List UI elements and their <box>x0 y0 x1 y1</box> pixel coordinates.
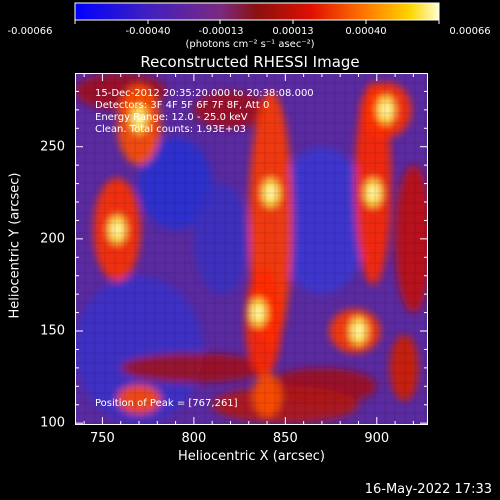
x-axis-label: Heliocentric X (arcsec) <box>178 449 325 464</box>
colorbar-tick-label: 0.00040 <box>345 26 387 37</box>
x-tick-label: 800 <box>181 431 207 446</box>
energy-range-label: Energy Range: 12.0 - 25.0 keV <box>95 112 248 123</box>
colorbar-tick-label: 0.00013 <box>272 26 314 37</box>
x-tick-label: 900 <box>364 431 390 446</box>
x-tick-label: 750 <box>90 431 115 446</box>
x-tick-label: 850 <box>272 431 298 446</box>
detectors-label: Detectors: 3F 4F 5F 6F 7F 8F, Att 0 <box>95 100 270 111</box>
observation-time: 15-Dec-2012 20:35:20.000 to 20:38:08.000 <box>95 88 314 99</box>
timestamp: 16-May-2022 17:33 <box>364 482 492 497</box>
heatmap-pixel-grid <box>75 73 428 425</box>
plot-border <box>75 73 428 425</box>
y-tick-label: 200 <box>40 231 65 247</box>
plot-area <box>75 73 428 425</box>
colorbar-tick-label: -0.00013 <box>198 26 244 37</box>
y-axis-label: Heliocentric Y (arcsec) <box>7 172 23 319</box>
y-tick-label: 100 <box>40 415 65 431</box>
chart-title: Reconstructed RHESSI Image <box>140 53 360 71</box>
clean-counts-label: Clean. Total counts: 1.93E+03 <box>95 124 246 135</box>
colorbar-units-label: (photons cm⁻² s⁻¹ asec⁻²) <box>185 39 315 50</box>
colorbar-tick-label: -0.00066 <box>7 26 53 37</box>
y-tick-label: 250 <box>40 139 65 155</box>
colorbar-tick-label: 0.00066 <box>449 26 491 37</box>
colorbar-tick-label: -0.00040 <box>125 26 171 37</box>
colorbar-gradient <box>74 2 440 21</box>
peak-position-label: Position of Peak = [767,261] <box>95 398 238 409</box>
y-tick-label: 150 <box>40 323 65 339</box>
colorbar <box>74 2 440 24</box>
